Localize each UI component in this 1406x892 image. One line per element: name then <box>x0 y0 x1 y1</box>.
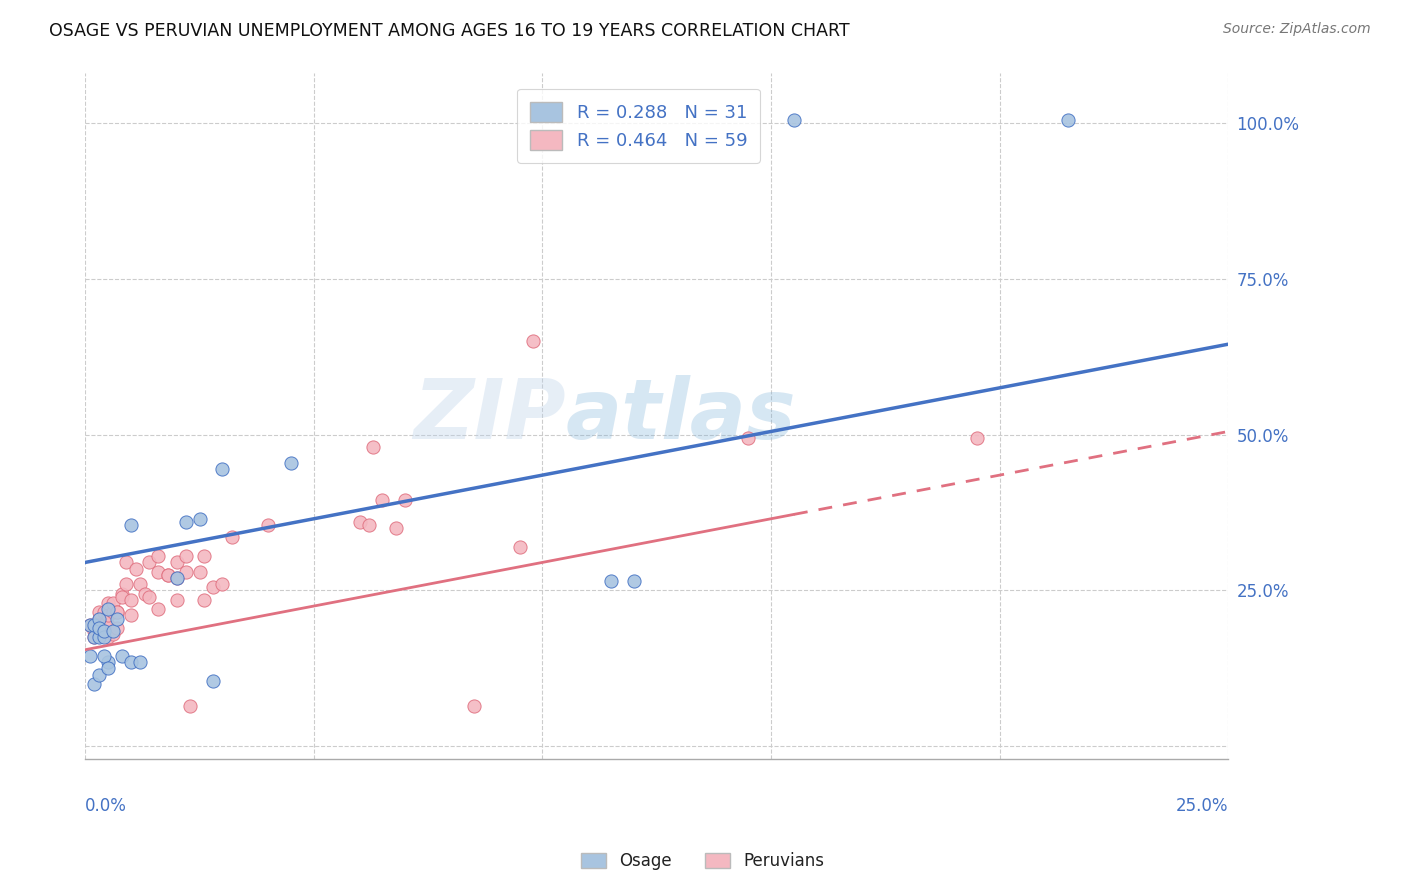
Point <box>148 549 170 563</box>
Point <box>166 555 188 569</box>
Point <box>148 602 170 616</box>
Point <box>129 655 152 669</box>
Point <box>124 561 146 575</box>
Point <box>166 571 188 585</box>
Point <box>93 624 115 638</box>
Point <box>394 493 416 508</box>
Point <box>83 617 105 632</box>
Point <box>115 577 138 591</box>
Point <box>174 565 197 579</box>
Text: atlas: atlas <box>565 376 796 457</box>
Point <box>105 605 128 619</box>
Point <box>737 431 759 445</box>
Point <box>966 431 988 445</box>
Point <box>385 521 408 535</box>
Point <box>188 565 211 579</box>
Point <box>105 621 128 635</box>
Point <box>87 617 110 632</box>
Point <box>138 555 160 569</box>
Point <box>87 605 110 619</box>
Legend: Osage, Peruvians: Osage, Peruvians <box>575 846 831 877</box>
Point <box>509 540 531 554</box>
Point <box>97 617 120 632</box>
Point <box>79 617 101 632</box>
Point <box>97 608 120 623</box>
Point <box>193 549 215 563</box>
Point <box>623 574 645 588</box>
Point <box>97 655 120 669</box>
Point <box>120 655 142 669</box>
Point <box>79 617 101 632</box>
Point <box>120 518 142 533</box>
Point <box>193 592 215 607</box>
Point <box>93 648 115 663</box>
Point <box>129 577 152 591</box>
Point <box>174 549 197 563</box>
Point <box>111 648 134 663</box>
Point <box>79 648 101 663</box>
Point <box>101 596 124 610</box>
Text: 25.0%: 25.0% <box>1175 797 1229 814</box>
Point <box>166 571 188 585</box>
Point <box>463 698 485 713</box>
Point <box>211 577 233 591</box>
Point <box>363 440 385 454</box>
Point <box>280 456 302 470</box>
Text: Source: ZipAtlas.com: Source: ZipAtlas.com <box>1223 22 1371 37</box>
Point <box>166 592 188 607</box>
Text: ZIP: ZIP <box>413 376 565 457</box>
Point <box>101 605 124 619</box>
Point <box>83 677 105 691</box>
Text: OSAGE VS PERUVIAN UNEMPLOYMENT AMONG AGES 16 TO 19 YEARS CORRELATION CHART: OSAGE VS PERUVIAN UNEMPLOYMENT AMONG AGE… <box>49 22 849 40</box>
Point <box>101 624 124 638</box>
Point <box>202 673 225 688</box>
Point <box>111 586 134 600</box>
Point <box>105 605 128 619</box>
Point <box>783 112 806 127</box>
Point <box>87 611 110 625</box>
Point <box>148 565 170 579</box>
Point <box>115 555 138 569</box>
Point <box>87 611 110 625</box>
Point <box>156 567 179 582</box>
Point <box>221 531 243 545</box>
Point <box>156 567 179 582</box>
Point <box>179 698 201 713</box>
Point <box>93 617 115 632</box>
Point <box>93 605 115 619</box>
Point <box>522 334 544 348</box>
Point <box>202 580 225 594</box>
Point <box>83 630 105 644</box>
Point <box>87 630 110 644</box>
Point <box>97 630 120 644</box>
Point <box>120 592 142 607</box>
Point <box>97 602 120 616</box>
Point <box>97 661 120 675</box>
Point <box>111 590 134 604</box>
Point <box>101 627 124 641</box>
Point <box>600 574 623 588</box>
Point <box>83 624 105 638</box>
Point <box>357 518 380 533</box>
Point <box>1057 112 1080 127</box>
Point <box>174 515 197 529</box>
Point <box>93 624 115 638</box>
Point <box>349 515 371 529</box>
Point <box>188 512 211 526</box>
Point <box>97 596 120 610</box>
Point <box>120 608 142 623</box>
Text: 0.0%: 0.0% <box>86 797 127 814</box>
Point <box>83 630 105 644</box>
Legend: R = 0.288   N = 31, R = 0.464   N = 59: R = 0.288 N = 31, R = 0.464 N = 59 <box>517 89 761 163</box>
Point <box>138 590 160 604</box>
Point <box>211 462 233 476</box>
Point <box>134 586 156 600</box>
Point <box>105 611 128 625</box>
Point <box>257 518 280 533</box>
Point <box>87 667 110 681</box>
Point <box>93 630 115 644</box>
Point <box>371 493 394 508</box>
Point <box>87 621 110 635</box>
